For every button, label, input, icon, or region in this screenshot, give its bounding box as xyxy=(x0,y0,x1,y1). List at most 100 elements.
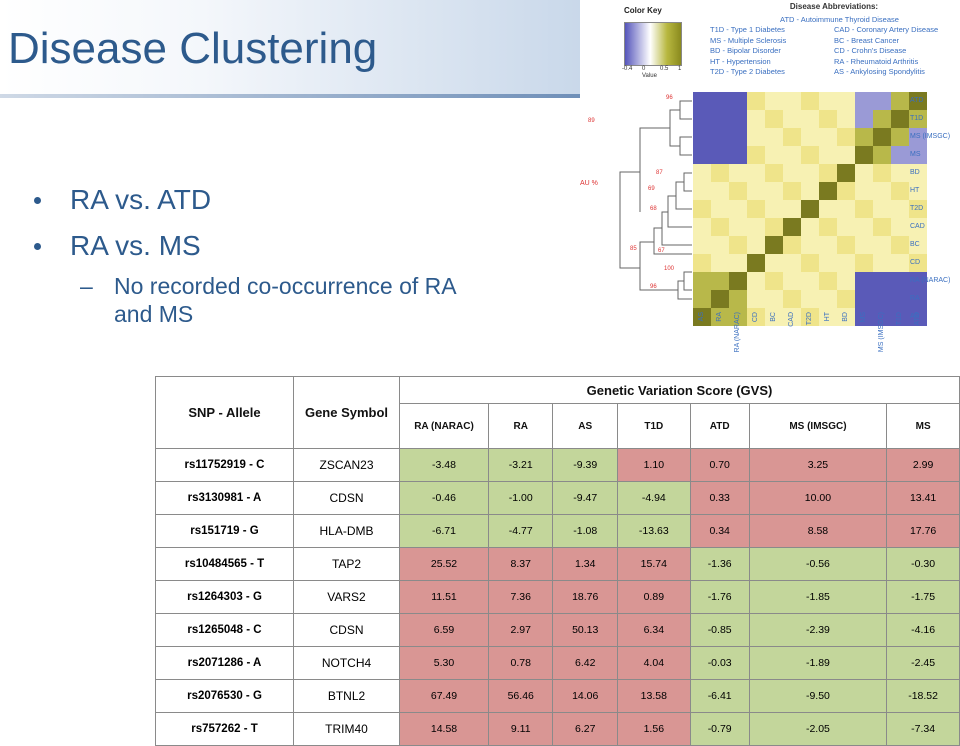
gvs-value-cell: -0.30 xyxy=(886,547,960,581)
gvs-value-cell: 6.27 xyxy=(552,712,618,746)
heatmap-cell xyxy=(711,128,729,146)
column-header: T1D xyxy=(616,403,691,449)
sub-bullet-text: No recorded co-occurrence of RA and MS xyxy=(114,273,456,327)
heatmap-cell xyxy=(729,146,747,164)
heatmap-cell xyxy=(891,218,909,236)
heatmap-cell xyxy=(711,236,729,254)
heatmap-cell xyxy=(765,308,783,326)
gvs-value-cell: 0.34 xyxy=(689,514,750,548)
heatmap-cell xyxy=(837,308,855,326)
heatmap-cell xyxy=(837,272,855,290)
gvs-value-cell: -0.46 xyxy=(399,481,489,515)
heatmap-cell xyxy=(765,128,783,146)
dendrogram-au-value: 87 xyxy=(656,170,663,176)
heatmap-cell xyxy=(855,290,873,308)
abbreviation-row: ATD - Autoimmune Thyroid Disease xyxy=(710,15,958,26)
heatmap-cell xyxy=(711,308,729,326)
color-key-tick: 0 xyxy=(642,66,646,72)
heatmap-cell xyxy=(729,272,747,290)
gvs-value-cell: -1.00 xyxy=(487,481,554,515)
gvs-value-cell: 0.70 xyxy=(689,448,750,482)
heatmap-cell xyxy=(729,128,747,146)
abbreviation-entry: CD - Crohn's Disease xyxy=(834,46,907,55)
heatmap-cell xyxy=(693,182,711,200)
heatmap-cell xyxy=(765,200,783,218)
heatmap-cell xyxy=(729,110,747,128)
heatmap-cell xyxy=(711,254,729,272)
heatmap-row-label: RA xyxy=(910,295,920,302)
gvs-value-cell: 0.33 xyxy=(689,481,750,515)
snp-allele-cell: rs1264303 - G xyxy=(155,580,294,614)
gene-symbol-cell: ZSCAN23 xyxy=(293,448,400,482)
heatmap-cell xyxy=(747,164,765,182)
heatmap-row-label: MS (IMSGC) xyxy=(910,133,951,140)
bullet-item: RA vs. MS xyxy=(34,228,494,264)
gvs-value-cell: -7.34 xyxy=(886,712,960,746)
gene-symbol-cell: BTNL2 xyxy=(293,679,400,713)
heatmap-cell xyxy=(693,146,711,164)
gvs-value-cell: 18.76 xyxy=(552,580,618,614)
heatmap-col-label: MS (IMSGC) xyxy=(878,312,885,353)
gvs-value-cell: 10.00 xyxy=(748,481,888,515)
heatmap-cell xyxy=(711,200,729,218)
heatmap-cell xyxy=(783,182,801,200)
heatmap-cell xyxy=(747,218,765,236)
heatmap-cell xyxy=(837,254,855,272)
heatmap-cell xyxy=(891,254,909,272)
heatmap-cell xyxy=(855,92,873,110)
heatmap-cell xyxy=(783,164,801,182)
gvs-value-cell: -4.94 xyxy=(616,481,691,515)
dendrogram-au-value: 69 xyxy=(648,186,655,192)
heatmap-cell xyxy=(747,254,765,272)
heatmap-cell xyxy=(783,254,801,272)
heatmap-cell xyxy=(711,110,729,128)
abbreviation-entry: T2D - Type 2 Diabetes xyxy=(710,67,785,76)
heatmap-cell xyxy=(891,182,909,200)
heatmap-cell xyxy=(729,254,747,272)
heatmap-cell xyxy=(801,182,819,200)
heatmap-cell xyxy=(855,110,873,128)
gvs-value-cell: 0.78 xyxy=(487,646,554,680)
heatmap-cell xyxy=(837,182,855,200)
color-key-gradient xyxy=(624,22,682,66)
gvs-value-cell: -1.36 xyxy=(689,547,750,581)
snp-allele-cell: rs757262 - T xyxy=(155,712,294,746)
heatmap-cell xyxy=(909,128,927,146)
gvs-value-cell: 2.97 xyxy=(487,613,554,647)
heatmap-cell xyxy=(747,110,765,128)
bullet-text: RA vs. MS xyxy=(70,230,201,261)
abbreviation-entry: AS - Ankylosing Spondylitis xyxy=(834,67,925,76)
heatmap-cell xyxy=(873,110,891,128)
abbreviation-row: MS - Multiple Sclerosis BC - Breast Cance… xyxy=(710,36,958,47)
heatmap-cell xyxy=(819,218,837,236)
heatmap-cell xyxy=(711,272,729,290)
heatmap-cell xyxy=(801,254,819,272)
heatmap-cell xyxy=(819,290,837,308)
heatmap-cell xyxy=(891,110,909,128)
slide-title: Disease Clustering xyxy=(8,24,378,73)
heatmap-cell xyxy=(729,308,747,326)
heatmap-cell xyxy=(765,164,783,182)
heatmap-cell xyxy=(747,236,765,254)
heatmap-cell xyxy=(801,110,819,128)
gvs-value-cell: 6.34 xyxy=(616,613,691,647)
gvs-value-cell: 7.36 xyxy=(487,580,554,614)
gvs-value-cell: -4.16 xyxy=(886,613,960,647)
heatmap-cell xyxy=(855,254,873,272)
dendrogram-au-value: 67 xyxy=(658,248,665,254)
heatmap-cell xyxy=(819,146,837,164)
heatmap-row-label: MS xyxy=(910,151,921,158)
gvs-value-cell: 25.52 xyxy=(399,547,489,581)
heatmap-cell xyxy=(693,218,711,236)
snp-allele-cell: rs3130981 - A xyxy=(155,481,294,515)
dendrogram-au-value: 89 xyxy=(588,118,595,124)
gvs-value-cell: -0.03 xyxy=(689,646,750,680)
heatmap-cell xyxy=(783,308,801,326)
gvs-value-cell: 5.30 xyxy=(399,646,489,680)
color-key-title: Color Key xyxy=(624,6,662,15)
heatmap-cell xyxy=(783,290,801,308)
abbreviation-entry: BD - Bipolar Disorder xyxy=(710,46,781,55)
heatmap-col-label: BC xyxy=(770,312,777,322)
heatmap-cell xyxy=(909,146,927,164)
heatmap-cell xyxy=(819,164,837,182)
